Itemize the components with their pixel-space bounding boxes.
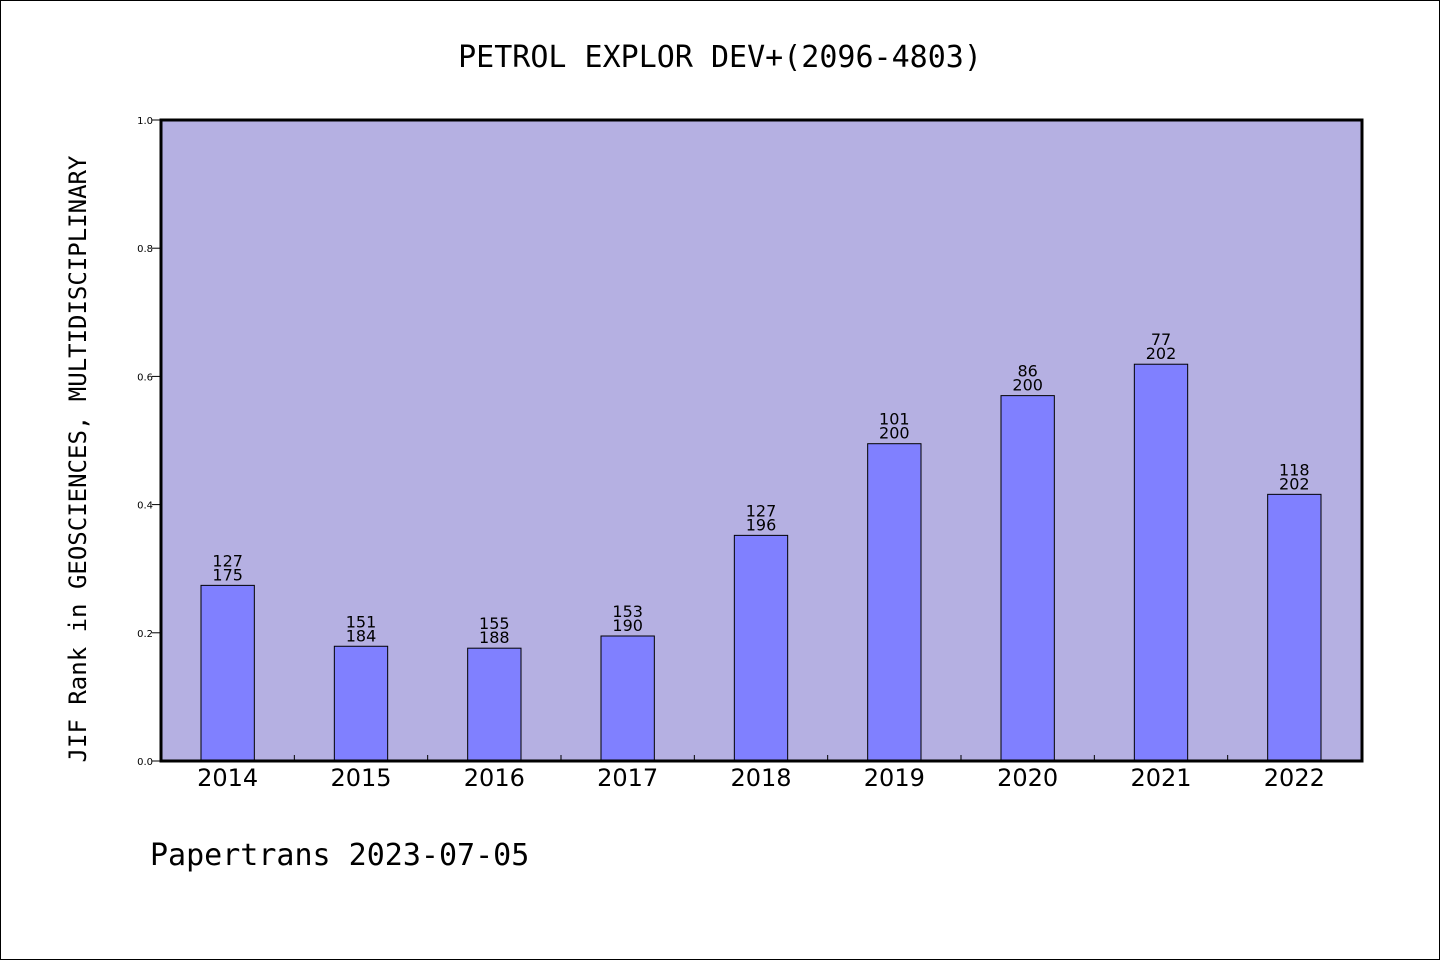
x-tick-label: 2021: [1130, 764, 1191, 792]
data-label-rank: 118: [1279, 460, 1310, 479]
chart-title: PETROL EXPLOR DEV+(2096-4803): [458, 40, 982, 75]
x-tick-label: 2017: [597, 764, 658, 792]
bar-2014: [200, 584, 255, 762]
data-label-total: 202: [1279, 474, 1310, 493]
data-label-total: 196: [746, 515, 777, 534]
x-tick-label: 2014: [197, 764, 258, 792]
y-tick-label: 0.0: [137, 757, 153, 768]
bar-2016: [467, 647, 522, 762]
x-tick-label: 2015: [330, 764, 391, 792]
y-tick-label: 0.6: [137, 372, 153, 383]
data-label-rank: 153: [612, 602, 643, 621]
plot-frame: [159, 118, 1364, 763]
data-label-rank: 127: [212, 551, 243, 570]
data-label-total: 200: [1012, 376, 1043, 395]
data-label-rank: 101: [879, 410, 910, 429]
data-label-total: 188: [479, 628, 510, 647]
data-label-total: 202: [1146, 344, 1177, 363]
bar-2015: [333, 645, 389, 762]
bar-2021: [1133, 363, 1189, 762]
y-tick-label: 1.0: [137, 116, 153, 127]
x-tick-label: 2022: [1264, 764, 1325, 792]
x-tick-label: 2020: [997, 764, 1058, 792]
x-tick-label: 2018: [730, 764, 791, 792]
y-axis-label: JIF Rank in GEOSCIENCES, MULTIDISCIPLINA…: [64, 155, 92, 762]
data-label-total: 184: [346, 626, 377, 645]
data-label-rank: 77: [1151, 330, 1171, 349]
x-tick-label: 2016: [464, 764, 525, 792]
y-tick-label: 0.8: [137, 244, 153, 255]
data-label-rank: 155: [479, 614, 510, 633]
data-label-total: 200: [879, 424, 910, 443]
bar-2022: [1267, 493, 1322, 762]
footer-credit: Papertrans 2023-07-05: [150, 838, 529, 873]
data-label-total: 190: [612, 616, 643, 635]
data-label-rank: 86: [1017, 362, 1037, 381]
y-tick-label: 0.4: [137, 501, 153, 512]
bar-2020: [1000, 395, 1055, 762]
bar-2019: [867, 443, 922, 762]
x-tick-label: 2019: [864, 764, 925, 792]
bar-2017: [600, 635, 655, 762]
data-labels: 2014127175201515118420161551882017153190…: [197, 330, 1325, 792]
y-tick-label: 0.2: [137, 629, 153, 640]
bars: [200, 363, 1322, 762]
bar-2018: [733, 534, 789, 762]
data-label-rank: 151: [346, 612, 377, 631]
data-label-rank: 127: [746, 501, 777, 520]
data-label-total: 175: [212, 565, 243, 584]
